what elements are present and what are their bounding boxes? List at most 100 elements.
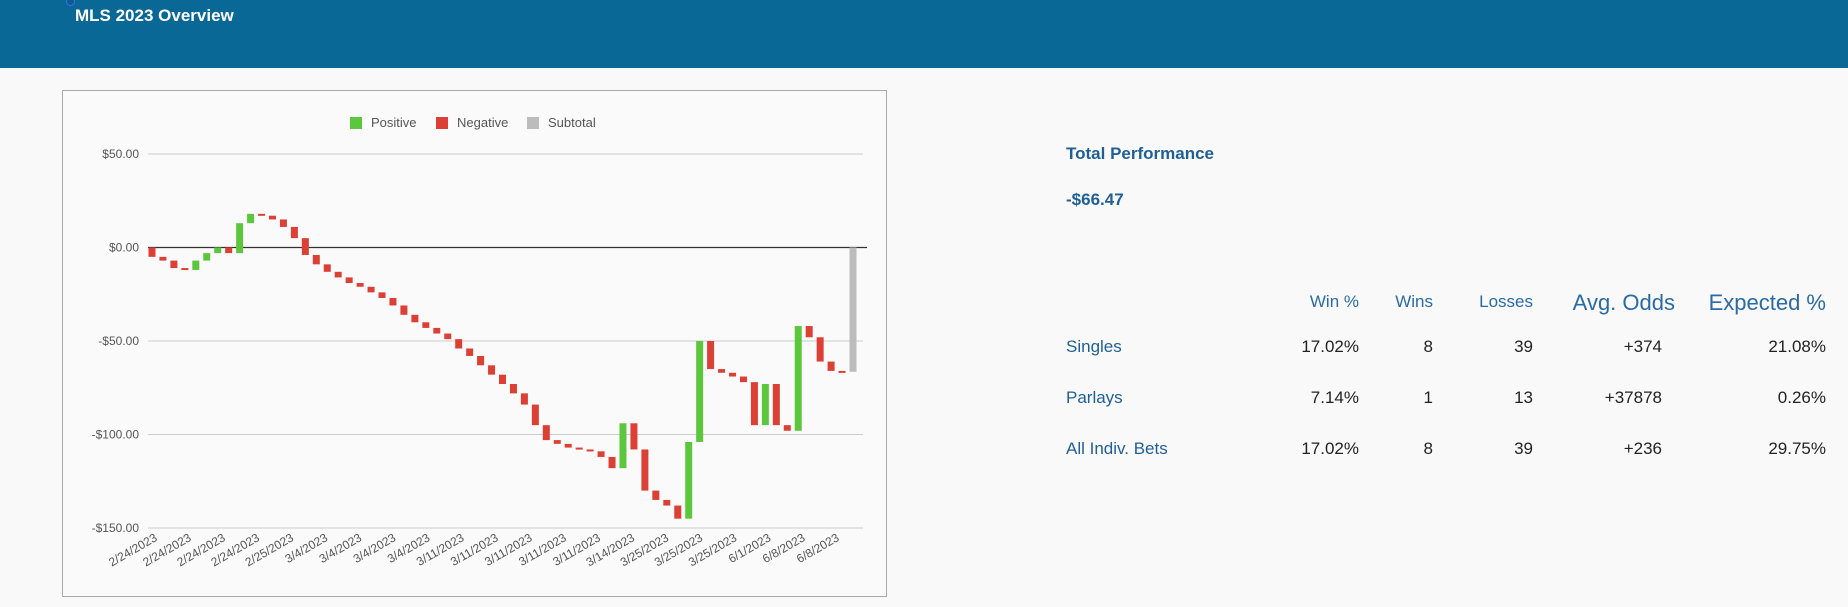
cell-win-pct: 17.02% bbox=[1301, 337, 1359, 356]
waterfall-bar bbox=[783, 425, 791, 431]
stats-header-row: Win % Wins Losses Avg. Odds Expected % bbox=[1066, 284, 1826, 335]
waterfall-bar bbox=[499, 374, 506, 385]
cell-losses: 39 bbox=[1514, 337, 1533, 356]
y-tick-label: -$100.00 bbox=[92, 428, 140, 442]
waterfall-bar bbox=[674, 505, 682, 519]
waterfall-bar bbox=[718, 369, 726, 373]
waterfall-bar bbox=[564, 443, 572, 448]
waterfall-bar bbox=[400, 305, 408, 315]
chart-svg: $50.00 $0.00 -$50.00 -$100.00 -$150.00 Positi… bbox=[92, 115, 867, 569]
waterfall-bar bbox=[225, 247, 233, 254]
stats-table: Win % Wins Losses Avg. Odds Expected % S… bbox=[1066, 284, 1826, 488]
legend-swatch bbox=[436, 117, 448, 129]
waterfall-bar bbox=[542, 425, 550, 441]
waterfall-bar bbox=[619, 423, 627, 469]
table-row: Singles 17.02% 8 39 +374 21.08% bbox=[1066, 335, 1826, 386]
waterfall-bar bbox=[444, 333, 452, 340]
waterfall-bar bbox=[586, 449, 594, 452]
legend-label: Positive bbox=[371, 115, 417, 130]
legend-swatch bbox=[350, 117, 362, 129]
waterfall-bar bbox=[433, 327, 441, 334]
waterfall-bar bbox=[279, 219, 287, 227]
waterfall-bar bbox=[247, 213, 255, 224]
total-performance-value: -$66.47 bbox=[1066, 190, 1124, 209]
waterfall-bar bbox=[794, 326, 802, 431]
page-title: MLS 2023 Overview bbox=[75, 6, 234, 25]
waterfall-bar bbox=[477, 355, 485, 366]
waterfall-bar bbox=[772, 384, 780, 426]
waterfall-bar bbox=[608, 456, 616, 469]
waterfall-bar bbox=[411, 314, 419, 323]
waterfall-bar bbox=[389, 297, 397, 306]
y-tick-label: $50.00 bbox=[102, 147, 139, 161]
waterfall-bar bbox=[268, 215, 276, 220]
waterfall-bar bbox=[696, 341, 704, 442]
waterfall-bar bbox=[258, 213, 266, 216]
waterfall-bar bbox=[170, 260, 178, 269]
waterfall-bar bbox=[290, 226, 298, 239]
waterfall-bar bbox=[707, 341, 715, 370]
waterfall-bar bbox=[838, 370, 846, 373]
total-performance-title: Total Performance bbox=[1066, 144, 1215, 163]
legend-label: Negative bbox=[457, 115, 508, 130]
cell-expected: 0.26% bbox=[1777, 388, 1826, 407]
waterfall-bar bbox=[312, 254, 320, 265]
waterfall-bar bbox=[455, 339, 463, 349]
cell-wins: 8 bbox=[1423, 337, 1433, 356]
waterfall-bar bbox=[356, 283, 364, 287]
waterfall-bar bbox=[641, 449, 649, 491]
table-row: Parlays 7.14% 1 13 +37878 0.26% bbox=[1066, 386, 1826, 437]
header-bar: MLS 2023 Overview bbox=[0, 0, 1848, 68]
waterfall-bar bbox=[422, 322, 430, 328]
focus-dot-icon bbox=[66, 0, 75, 6]
cell-avg-odds: +37878 bbox=[1604, 388, 1662, 407]
waterfall-bar bbox=[805, 326, 813, 338]
waterfall-bar bbox=[827, 361, 835, 371]
waterfall-bar bbox=[214, 247, 222, 254]
waterfall-bar bbox=[192, 260, 200, 270]
header-win-pct: Win % bbox=[1309, 292, 1359, 311]
waterfall-bar bbox=[630, 423, 638, 450]
waterfall-bar bbox=[816, 337, 824, 362]
waterfall-bar bbox=[334, 271, 342, 278]
legend-swatch bbox=[527, 117, 539, 129]
subtotal-bar bbox=[849, 247, 857, 372]
cell-win-pct: 17.02% bbox=[1301, 439, 1359, 458]
row-label: Parlays bbox=[1066, 388, 1123, 407]
waterfall-bar bbox=[236, 223, 244, 254]
waterfall-bar bbox=[652, 490, 660, 500]
cell-expected: 21.08% bbox=[1768, 337, 1826, 356]
row-label: All Indiv. Bets bbox=[1066, 439, 1168, 458]
cell-losses: 39 bbox=[1514, 439, 1533, 458]
waterfall-bar bbox=[345, 277, 353, 284]
waterfall-bar bbox=[663, 499, 671, 506]
cell-avg-odds: +374 bbox=[1623, 337, 1662, 356]
legend-label: Subtotal bbox=[548, 115, 596, 130]
waterfall-bar bbox=[488, 365, 496, 375]
y-tick-label: -$150.00 bbox=[92, 521, 140, 535]
cell-wins: 8 bbox=[1423, 439, 1433, 458]
cell-avg-odds: +236 bbox=[1623, 439, 1662, 458]
waterfall-bar bbox=[181, 268, 189, 271]
waterfall-bar bbox=[466, 348, 474, 356]
row-label: Singles bbox=[1066, 337, 1122, 356]
waterfall-bar bbox=[761, 384, 769, 426]
waterfall-bar bbox=[367, 286, 375, 293]
waterfall-bar bbox=[203, 253, 211, 261]
waterfall-chart: $50.00 $0.00 -$50.00 -$100.00 -$150.00 Positi… bbox=[62, 90, 887, 597]
waterfall-bar bbox=[685, 441, 693, 519]
header-expected: Expected % bbox=[1708, 290, 1826, 315]
table-row: All Indiv. Bets 17.02% 8 39 +236 29.75% bbox=[1066, 437, 1826, 488]
header-avg-odds: Avg. Odds bbox=[1572, 290, 1675, 315]
waterfall-bar bbox=[750, 382, 758, 426]
waterfall-bar bbox=[301, 238, 309, 255]
header-losses: Losses bbox=[1479, 292, 1533, 311]
waterfall-bar bbox=[531, 404, 539, 426]
cell-losses: 13 bbox=[1514, 388, 1533, 407]
waterfall-bar bbox=[739, 376, 747, 383]
y-tick-label: $0.00 bbox=[109, 241, 139, 255]
waterfall-bar bbox=[159, 256, 167, 261]
cell-wins: 1 bbox=[1423, 388, 1433, 407]
waterfall-bar bbox=[597, 451, 605, 457]
waterfall-bar bbox=[729, 372, 737, 377]
